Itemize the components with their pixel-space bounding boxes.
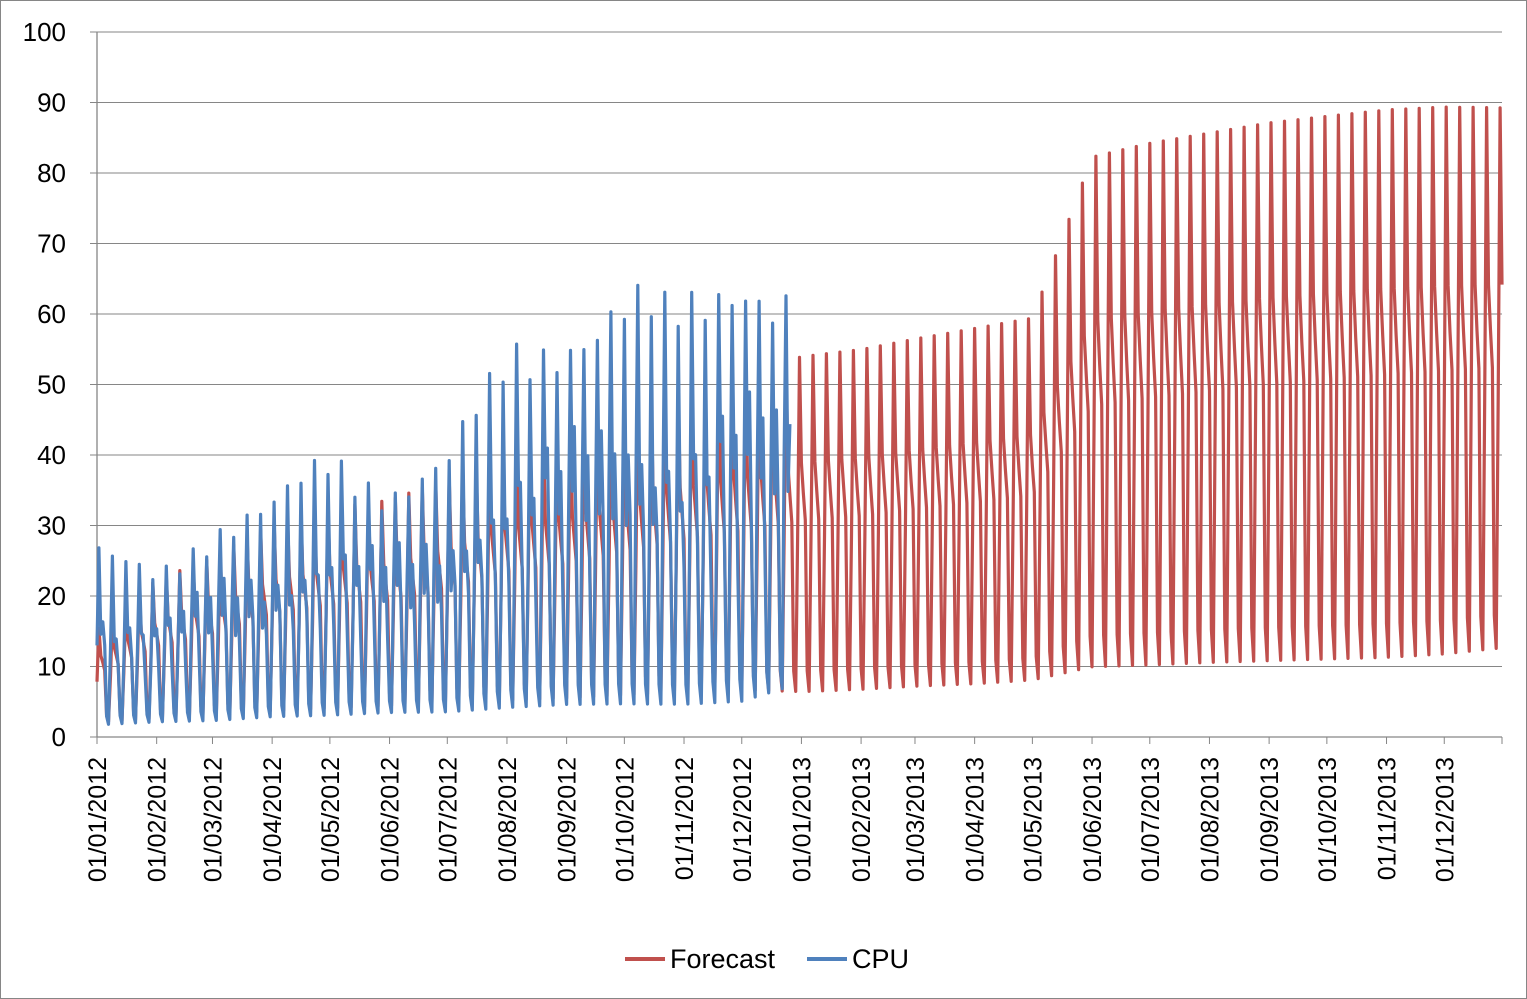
x-tick-label: 01/11/2013 bbox=[1374, 757, 1402, 880]
x-tick-label: 01/03/2013 bbox=[902, 757, 930, 882]
x-tick-label: 01/05/2013 bbox=[1019, 757, 1047, 882]
x-tick-label: 01/09/2012 bbox=[554, 757, 582, 882]
legend: Forecast CPU bbox=[625, 944, 909, 974]
x-tick-label: 01/05/2012 bbox=[317, 757, 345, 882]
x-tick-label: 01/06/2012 bbox=[377, 757, 405, 882]
x-tick-label: 01/04/2013 bbox=[962, 757, 990, 882]
x-tick-label: 01/11/2012 bbox=[671, 757, 699, 880]
x-tick-label: 01/08/2013 bbox=[1196, 757, 1224, 882]
y-tick-label: 40 bbox=[37, 440, 66, 470]
y-tick-label: 100 bbox=[23, 17, 66, 47]
x-tick-label: 01/12/2012 bbox=[729, 757, 757, 882]
x-tick-label: 01/08/2012 bbox=[494, 757, 522, 882]
y-tick-label: 60 bbox=[37, 299, 66, 329]
y-tick-label: 50 bbox=[37, 370, 66, 400]
x-tick-label: 01/06/2013 bbox=[1079, 757, 1107, 882]
x-tick-label: 01/04/2012 bbox=[259, 757, 287, 882]
y-tick-label: 30 bbox=[37, 511, 66, 541]
series-lines bbox=[95, 105, 1504, 726]
y-tick-label: 70 bbox=[37, 229, 66, 259]
x-axis: 01/01/2012 01/02/2012 01/03/2012 01/04/2012… bbox=[84, 736, 1503, 882]
x-tick-label: 01/01/2012 bbox=[84, 757, 112, 882]
y-axis: 0 10 20 30 40 50 60 70 80 90 100 bbox=[23, 17, 98, 752]
y-tick-label: 90 bbox=[37, 88, 66, 118]
y-tick-label: 20 bbox=[37, 581, 66, 611]
legend-label-forecast: Forecast bbox=[670, 944, 776, 974]
y-tick-label: 80 bbox=[37, 158, 66, 188]
legend-label-cpu: CPU bbox=[852, 944, 909, 974]
x-tick-label: 01/10/2013 bbox=[1314, 757, 1342, 882]
x-tick-label: 01/07/2013 bbox=[1137, 757, 1165, 882]
y-tick-label: 0 bbox=[52, 722, 66, 752]
x-tick-label: 01/02/2013 bbox=[848, 757, 876, 882]
x-tick-label: 01/10/2012 bbox=[611, 757, 639, 882]
x-tick-label: 01/07/2012 bbox=[434, 757, 462, 882]
x-tick-label: 01/01/2013 bbox=[788, 757, 816, 882]
x-tick-label: 01/09/2013 bbox=[1256, 757, 1284, 882]
y-tick-label: 10 bbox=[37, 652, 66, 682]
x-tick-label: 01/12/2013 bbox=[1431, 757, 1459, 882]
x-tick-label: 01/03/2012 bbox=[199, 757, 227, 882]
series-line-cpu bbox=[95, 283, 792, 726]
x-tick-label: 01/02/2012 bbox=[144, 757, 172, 882]
